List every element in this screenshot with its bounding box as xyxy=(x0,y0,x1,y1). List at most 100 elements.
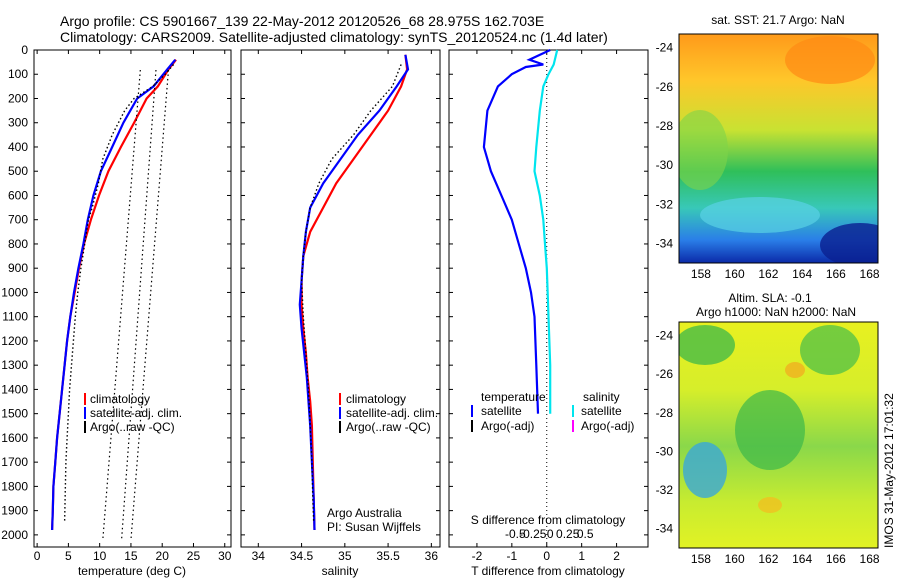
salinity-x-tick-label: 34 xyxy=(252,549,266,563)
sst-map-frame xyxy=(678,33,879,264)
sst-map-lat-tick-label: -30 xyxy=(656,158,674,172)
legend-label-temperature-satellite: satellite xyxy=(481,404,522,418)
difference-x-tick-label: -1 xyxy=(507,549,518,563)
sla-map-lon-tick-label: 166 xyxy=(826,552,846,566)
legend-label-argo: Argo(..raw -QC) xyxy=(346,420,431,434)
sla-green-patch xyxy=(735,390,805,470)
depth-tick-label: 1200 xyxy=(1,334,28,348)
sla-map-lon-tick-label: 168 xyxy=(860,552,880,566)
imos-timestamp: IMOS 31-May-2012 17:01:32 xyxy=(882,393,896,548)
sst-warm-patch xyxy=(785,36,875,84)
sla-patches xyxy=(679,325,860,513)
legend-label-temperature-argo: Argo(-adj) xyxy=(481,419,534,433)
title-line-2: Climatology: CARS2009. Satellite-adjuste… xyxy=(60,29,608,45)
difference-x-tick-label: -2 xyxy=(472,549,483,563)
sst-map-lon-tick-label: 160 xyxy=(725,267,745,281)
temperature-x-tick-label: 20 xyxy=(156,549,170,563)
difference-legend: temperature salinity satellite Argo(-adj… xyxy=(471,390,634,433)
temperature-x-tick-label: 30 xyxy=(218,549,232,563)
depth-tick-label: 400 xyxy=(8,140,28,154)
salinity-x-tick-label: 35 xyxy=(338,549,352,563)
t-difference-axis-label: T difference from climatology xyxy=(471,564,625,578)
depth-tick-label: 100 xyxy=(8,67,28,81)
difference-series-salinity-satellite xyxy=(533,49,559,414)
temperature-x-tick-label: 15 xyxy=(124,549,138,563)
difference-x-tick-label: 0 xyxy=(543,549,550,563)
sla-green-patch xyxy=(679,325,735,365)
salinity-axis-label: salinity xyxy=(322,564,359,578)
sst-map-title: sat. SST: 21.7 Argo: NaN xyxy=(711,13,844,27)
depth-tick-label: 800 xyxy=(8,237,28,251)
depth-tick-label: 1400 xyxy=(1,382,28,396)
sst-deep-patch xyxy=(820,223,878,263)
sla-map-lon-tick-label: 164 xyxy=(792,552,812,566)
legend-label-argo: Argo(..raw -QC) xyxy=(90,420,175,434)
sla-map-lon-tick-label: 158 xyxy=(691,552,711,566)
argo-raw-trace xyxy=(120,69,157,541)
sst-map-lon-tick-label: 162 xyxy=(758,267,778,281)
depth-tick-label: 0 xyxy=(21,43,28,57)
depth-tick-label: 1100 xyxy=(2,310,28,324)
sst-map-lat-tick-label: -34 xyxy=(656,236,674,250)
sla-orange-patch xyxy=(758,497,782,513)
sst-map-lon-tick-label: 168 xyxy=(860,267,880,281)
sst-map-lat-tick-label: -26 xyxy=(656,80,674,94)
argo-raw-trace xyxy=(102,69,141,541)
credit-line-2: PI: Susan Wijffels xyxy=(327,520,421,534)
salinity-series-satellite-adj-clim- xyxy=(298,54,410,531)
argo-raw-trace xyxy=(130,69,170,541)
depth-tick-label: 1600 xyxy=(1,431,28,445)
sla-map-frame xyxy=(678,321,879,549)
series-layer xyxy=(51,49,786,547)
sla-map-lat-tick-label: -30 xyxy=(656,444,674,458)
depth-tick-label: 1900 xyxy=(1,504,28,518)
sla-green-patch xyxy=(800,325,860,375)
sst-map-lon-tick-label: 158 xyxy=(691,267,711,281)
temperature-series-satellite-adj-clim- xyxy=(51,58,177,531)
difference-s-tick-label: -0.5 xyxy=(505,527,526,541)
salinity-legend: climatology satellite-adj. clim. Argo(..… xyxy=(339,392,438,434)
depth-tick-label: 500 xyxy=(8,164,28,178)
salinity-series-climatology xyxy=(300,54,409,531)
temperature-x-tick-label: 10 xyxy=(93,549,107,563)
sst-map-lat-tick-label: -24 xyxy=(656,41,674,55)
depth-tick-label: 1300 xyxy=(1,358,28,372)
difference-s-tick-label: -0.25 xyxy=(519,527,547,541)
temperature-panel-frame xyxy=(33,49,232,548)
sst-green-patch xyxy=(679,110,728,190)
legend-header-salinity: salinity xyxy=(583,390,620,404)
sla-blue-patch xyxy=(683,442,727,498)
temperature-x-tick-label: 0 xyxy=(34,549,41,563)
legend-label-salinity-argo: Argo(-adj) xyxy=(581,419,634,433)
sst-map-lon-tick-label: 166 xyxy=(826,267,846,281)
sst-cyan-patch xyxy=(700,197,820,233)
sla-map-lat-tick-label: -28 xyxy=(656,406,674,420)
difference-s-tick-label: 0 xyxy=(547,527,554,541)
sla-map-lat-tick-label: -26 xyxy=(656,367,674,381)
salinity-x-tick-label: 34.5 xyxy=(290,549,314,563)
difference-x-tick-label: 2 xyxy=(613,549,620,563)
sla-map-lat-tick-label: -32 xyxy=(656,483,674,497)
temperature-x-tick-label: 25 xyxy=(187,549,201,563)
salinity-panel-frame xyxy=(240,49,441,548)
credit-line-1: Argo Australia xyxy=(327,506,402,520)
legend-label-satellite: satellite-adj. clim. xyxy=(90,406,182,420)
depth-tick-label: 600 xyxy=(8,188,28,202)
depth-tick-label: 1700 xyxy=(1,455,28,469)
tick-layer: 0100200300400500600700800900100011001200… xyxy=(1,41,880,566)
sst-map xyxy=(678,33,879,264)
sst-map-lat-tick-label: -32 xyxy=(656,197,674,211)
difference-x-tick-label: 1 xyxy=(578,549,585,563)
depth-tick-label: 1500 xyxy=(1,407,28,421)
legend-label-climatology: climatology xyxy=(90,392,150,406)
sla-map xyxy=(678,321,879,549)
difference-s-tick-label: 0.5 xyxy=(577,527,594,541)
legend-header-temperature: temperature xyxy=(481,390,546,404)
depth-tick-label: 700 xyxy=(8,213,28,227)
s-difference-axis-label: S difference from climatology xyxy=(471,513,626,527)
salinity-series-argo-raw-qc- xyxy=(300,64,402,523)
sla-map-lat-tick-label: -24 xyxy=(656,329,674,343)
depth-tick-label: 300 xyxy=(8,116,28,130)
salinity-x-tick-label: 35.5 xyxy=(376,549,400,563)
